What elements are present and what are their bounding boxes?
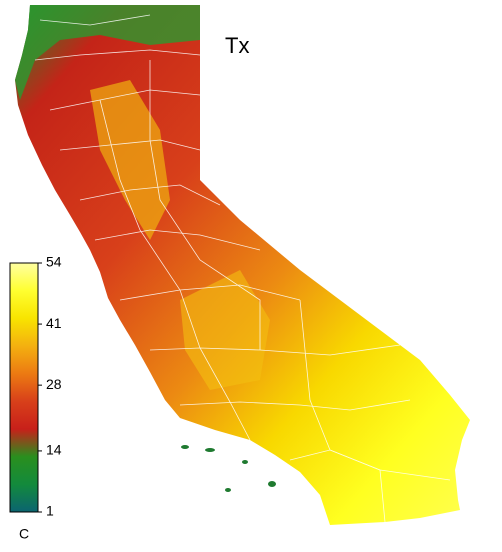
colorbar-tick-label: 41 — [46, 315, 62, 331]
colorbar-tick-label: 1 — [46, 503, 54, 519]
colorbar-unit: C — [19, 526, 29, 542]
map-title: Tx — [225, 33, 249, 58]
colorbar-tick-label: 54 — [46, 254, 62, 270]
colorbar-gradient — [9, 262, 39, 513]
california — [15, 5, 470, 525]
colorbar-tick-label: 28 — [46, 376, 62, 392]
colorbar: C 1 14 28 41 54 — [9, 254, 62, 542]
colorbar-tick-label: 14 — [46, 442, 62, 458]
